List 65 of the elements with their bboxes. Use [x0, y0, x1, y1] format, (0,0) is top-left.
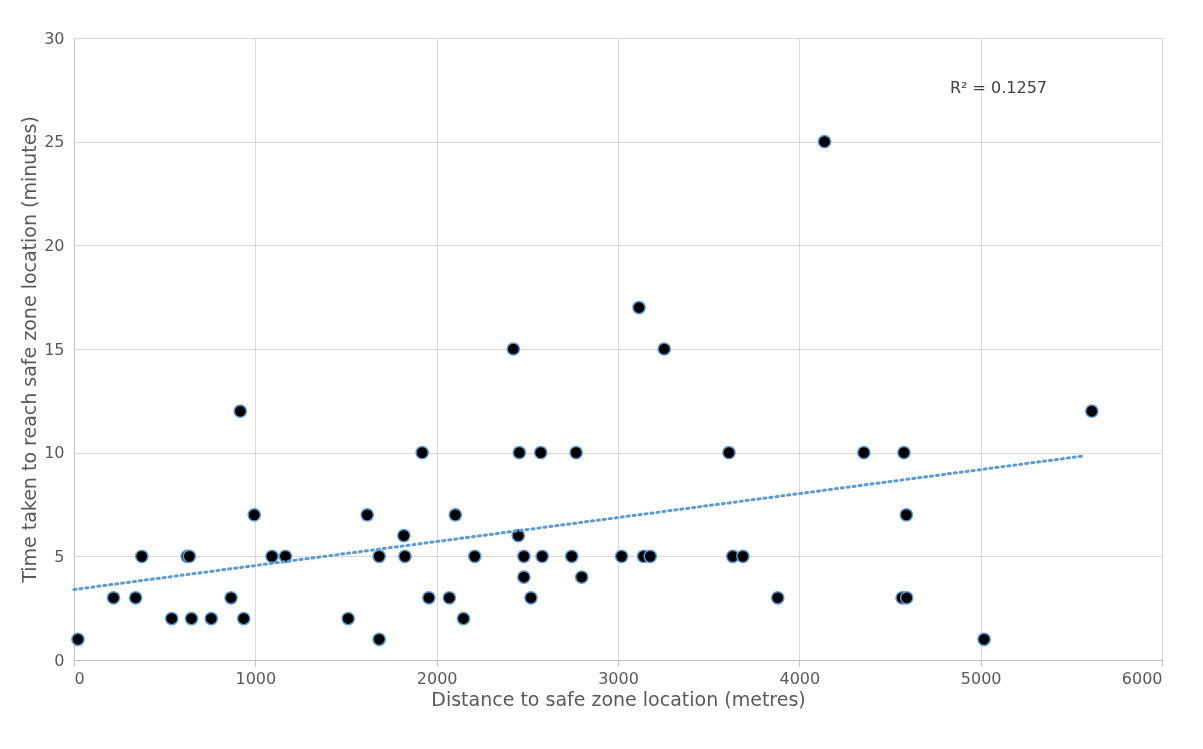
- point: [517, 549, 531, 564]
- x-tick-label: 2000: [416, 668, 458, 688]
- point: [614, 549, 629, 564]
- y-tick-label: 20: [44, 235, 65, 255]
- x-tick-label: 5000: [960, 668, 1002, 688]
- x-axis-title: Distance to safe zone location (metres): [431, 687, 806, 710]
- point: [422, 590, 436, 605]
- point: [512, 445, 527, 460]
- point: [1084, 404, 1099, 419]
- y-tick-label: 15: [44, 339, 65, 359]
- point: [977, 632, 991, 647]
- point: [632, 300, 646, 315]
- point: [448, 508, 463, 522]
- point: [817, 134, 832, 149]
- point: [524, 590, 538, 605]
- point: [372, 632, 387, 647]
- point: [533, 445, 548, 460]
- point: [134, 549, 149, 564]
- point: [736, 549, 750, 564]
- point: [398, 549, 412, 564]
- point: [204, 611, 219, 626]
- point: [722, 445, 736, 460]
- point: [467, 549, 482, 564]
- point: [506, 342, 521, 356]
- point: [106, 590, 121, 605]
- annotation: R² = 0.1257: [949, 78, 1047, 97]
- y-axis-title: Time taken to reach safe zone location (minutes): [18, 116, 41, 584]
- point: [857, 445, 871, 460]
- point: [236, 611, 251, 626]
- x-tick-label: 4000: [779, 668, 821, 688]
- point: [899, 590, 914, 605]
- x-tick-label: 0: [74, 668, 85, 688]
- point: [247, 508, 262, 522]
- point: [899, 508, 914, 522]
- x-tick-label: 3000: [598, 668, 639, 688]
- point: [574, 570, 589, 584]
- point: [372, 549, 387, 564]
- point: [396, 528, 411, 543]
- point: [535, 549, 550, 564]
- point: [233, 404, 248, 419]
- point: [897, 445, 911, 460]
- point: [657, 342, 672, 356]
- point: [442, 590, 457, 605]
- y-tick-label: 0: [54, 650, 65, 670]
- point: [224, 590, 238, 605]
- point: [360, 508, 375, 522]
- y-tick-label: 25: [44, 132, 65, 152]
- y-tick-label: 30: [44, 28, 65, 48]
- point: [71, 632, 85, 647]
- point: [770, 590, 785, 605]
- point: [164, 611, 179, 626]
- y-tick-label: 5: [54, 546, 65, 566]
- point: [456, 611, 471, 626]
- point: [341, 611, 356, 626]
- point: [184, 611, 199, 626]
- x-tick-label: 6000: [1121, 668, 1163, 688]
- point: [415, 445, 430, 460]
- point: [569, 445, 583, 460]
- point: [517, 570, 531, 584]
- x-tick-label: 1000: [235, 668, 277, 688]
- point: [128, 590, 143, 605]
- point: [564, 549, 579, 564]
- y-tick-label: 10: [44, 443, 65, 463]
- point: [265, 549, 279, 564]
- point: [643, 549, 658, 564]
